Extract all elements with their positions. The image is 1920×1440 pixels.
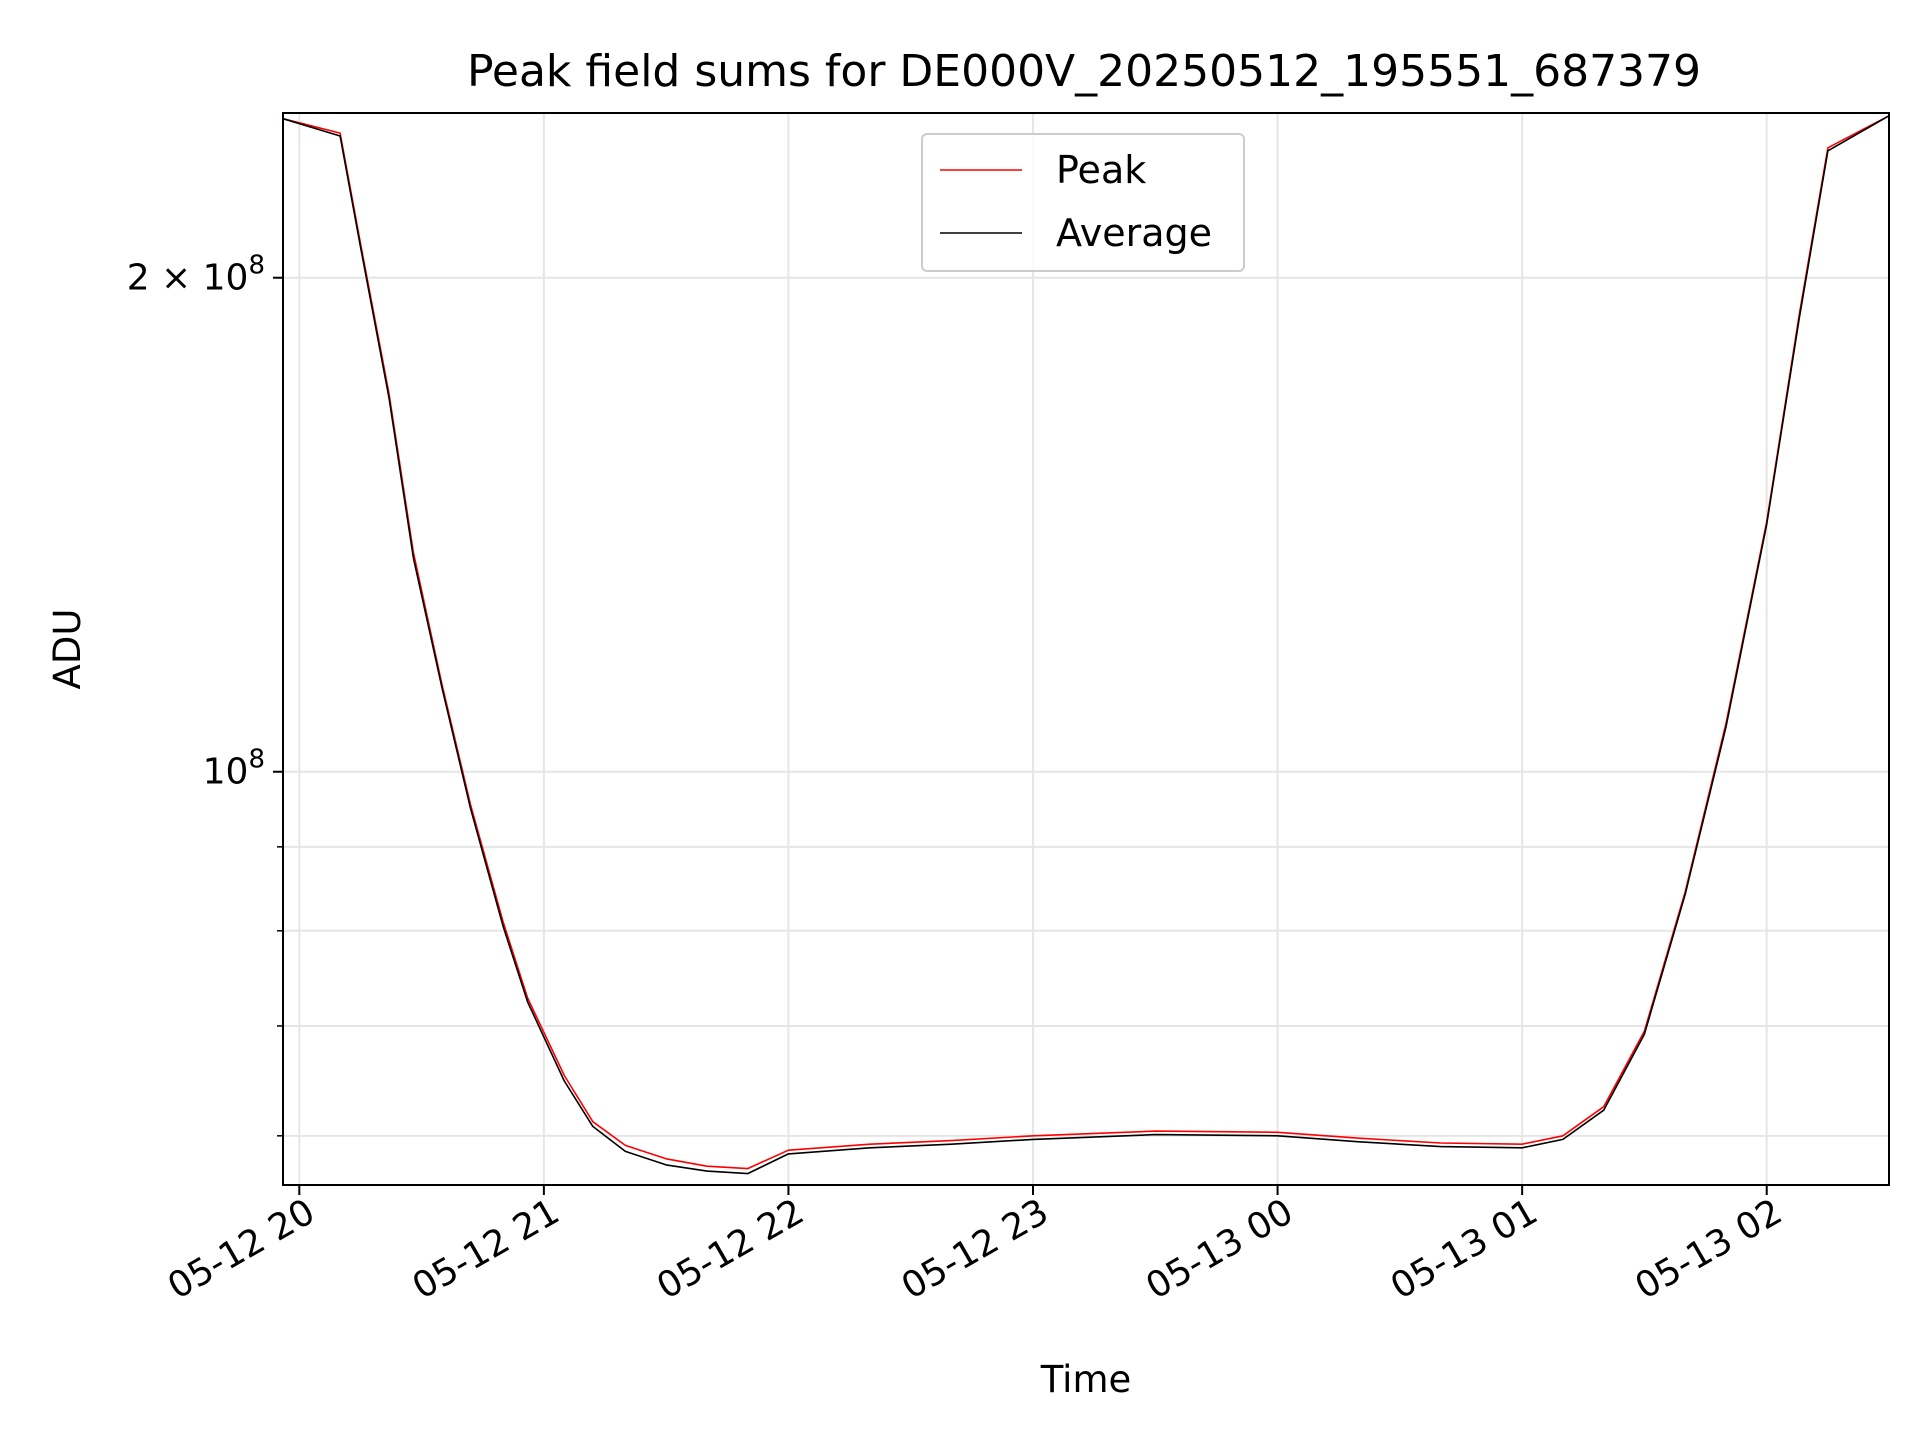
chart-title: Peak field sums for DE000V_20250512_1955… bbox=[467, 46, 1701, 97]
y-axis-label: ADU bbox=[46, 609, 89, 690]
y-tick-label: 108 bbox=[203, 745, 265, 793]
grid-layer bbox=[283, 113, 1889, 1185]
series-layer bbox=[282, 115, 1890, 1175]
y-tick-base: 10 bbox=[203, 752, 249, 793]
legend-label-peak: Peak bbox=[1056, 148, 1146, 192]
y-tick-exponent: 8 bbox=[248, 251, 265, 281]
x-axis-label: Time bbox=[1040, 1358, 1132, 1401]
legend: Peak Average bbox=[921, 133, 1245, 272]
series-line-average bbox=[282, 115, 1890, 1175]
plot-frame bbox=[282, 112, 1890, 1186]
legend-box bbox=[921, 133, 1245, 272]
y-tick-exponent: 8 bbox=[248, 745, 265, 775]
y-tick-base: 2 × 10 bbox=[127, 258, 249, 299]
y-tick-label: 2 × 108 bbox=[127, 251, 265, 299]
legend-label-average: Average bbox=[1056, 211, 1212, 255]
